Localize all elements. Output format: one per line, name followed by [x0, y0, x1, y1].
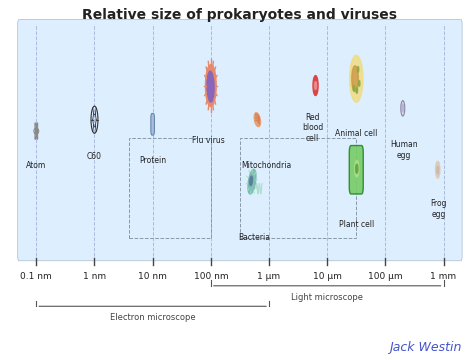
Text: Flu virus: Flu virus — [191, 136, 224, 145]
Ellipse shape — [250, 176, 253, 186]
FancyBboxPatch shape — [151, 113, 155, 135]
Text: Atom: Atom — [26, 161, 46, 170]
Text: Light microscope: Light microscope — [291, 293, 363, 302]
Text: Bacteria: Bacteria — [238, 234, 271, 243]
Text: Relative size of prokaryotes and viruses: Relative size of prokaryotes and viruses — [82, 8, 397, 22]
Ellipse shape — [254, 113, 261, 127]
Ellipse shape — [207, 71, 214, 102]
Text: Animal cell: Animal cell — [335, 129, 377, 138]
Circle shape — [402, 104, 404, 112]
Text: Protein: Protein — [139, 156, 166, 165]
Circle shape — [357, 67, 359, 72]
Text: Jack Westin: Jack Westin — [389, 341, 461, 354]
Circle shape — [36, 129, 37, 133]
Circle shape — [352, 66, 358, 92]
Circle shape — [356, 88, 357, 93]
Text: Electron microscope: Electron microscope — [110, 313, 195, 322]
Circle shape — [358, 81, 360, 86]
Circle shape — [313, 76, 318, 95]
Text: 1 mm: 1 mm — [430, 272, 456, 281]
Text: Mitochondria: Mitochondria — [241, 161, 291, 170]
FancyBboxPatch shape — [349, 145, 363, 194]
Text: Frog
egg: Frog egg — [430, 199, 447, 219]
Circle shape — [355, 161, 359, 177]
Text: 10 μm: 10 μm — [313, 272, 342, 281]
Circle shape — [353, 85, 355, 91]
Text: 1 μm: 1 μm — [257, 272, 281, 281]
Circle shape — [315, 82, 317, 90]
Text: 10 nm: 10 nm — [138, 272, 167, 281]
Circle shape — [436, 161, 440, 178]
Circle shape — [401, 101, 405, 116]
Text: 0.1 nm: 0.1 nm — [20, 272, 52, 281]
Circle shape — [356, 164, 358, 173]
Text: 1 nm: 1 nm — [83, 272, 106, 281]
Ellipse shape — [248, 169, 256, 194]
Ellipse shape — [350, 55, 363, 102]
Circle shape — [206, 65, 216, 107]
Text: Human
egg: Human egg — [390, 140, 418, 159]
Text: Red
blood
cell: Red blood cell — [302, 113, 323, 143]
Text: Plant cell: Plant cell — [338, 220, 374, 229]
Text: 100 μm: 100 μm — [368, 272, 402, 281]
Text: C60: C60 — [87, 152, 102, 161]
Circle shape — [437, 166, 439, 174]
Text: 100 nm: 100 nm — [193, 272, 228, 281]
FancyBboxPatch shape — [18, 19, 462, 261]
